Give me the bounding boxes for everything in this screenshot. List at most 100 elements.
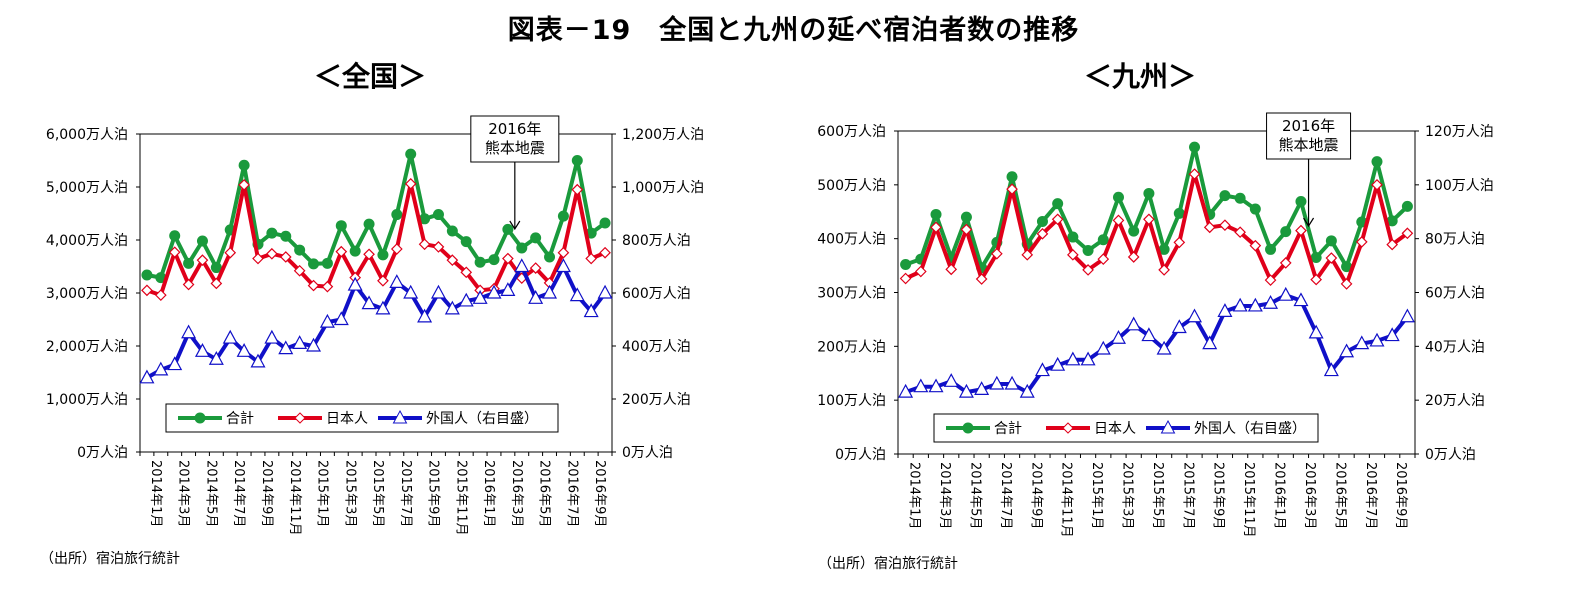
data-point-total bbox=[1234, 192, 1246, 204]
data-point-foreign bbox=[542, 284, 558, 299]
y-left-tick-label: 100万人泊 bbox=[817, 393, 886, 409]
y-left-tick-label: 3,000万人泊 bbox=[46, 286, 128, 302]
data-point-foreign bbox=[458, 292, 474, 307]
y-right-tick-label: 800万人泊 bbox=[622, 233, 691, 249]
data-point-japanese bbox=[238, 179, 250, 191]
data-point-japanese bbox=[1203, 221, 1216, 234]
data-point-foreign bbox=[1080, 351, 1096, 366]
data-point-foreign bbox=[1141, 327, 1157, 342]
data-point-japanese bbox=[1112, 214, 1125, 227]
x-tick-label: 2015年3月 bbox=[342, 460, 357, 527]
legend-label-total: 合計 bbox=[226, 411, 254, 427]
data-point-japanese bbox=[1310, 273, 1323, 286]
data-point-foreign bbox=[264, 329, 280, 344]
data-point-total bbox=[544, 251, 556, 263]
data-point-total bbox=[960, 211, 972, 223]
data-point-foreign bbox=[1050, 356, 1066, 371]
series-foreign bbox=[898, 286, 1415, 398]
data-point-foreign bbox=[403, 284, 419, 299]
x-tick-label: 2016年5月 bbox=[537, 460, 552, 527]
y-left-tick-label: 500万人泊 bbox=[817, 178, 886, 194]
series-line-total bbox=[146, 152, 607, 280]
data-point-total bbox=[1082, 245, 1094, 257]
y-right-tick-label: 0万人泊 bbox=[622, 445, 673, 461]
data-point-japanese bbox=[1097, 253, 1110, 265]
data-point-foreign bbox=[569, 287, 585, 302]
data-point-japanese bbox=[990, 247, 1003, 260]
y-right-tick-label: 40万人泊 bbox=[1425, 339, 1485, 355]
data-point-foreign bbox=[1369, 332, 1385, 347]
data-point-total bbox=[1112, 191, 1124, 203]
y-left-tick-label: 600万人泊 bbox=[817, 124, 886, 140]
y-left-tick-label: 0万人泊 bbox=[77, 445, 128, 461]
data-point-japanese bbox=[1371, 178, 1383, 191]
data-point-foreign bbox=[974, 381, 990, 395]
data-point-foreign bbox=[278, 340, 294, 355]
data-point-japanese bbox=[404, 177, 417, 190]
series-foreign bbox=[139, 258, 613, 384]
annotation-text: 2016年 bbox=[488, 120, 541, 138]
legend: 合計 日本人 外国人（右目盛） bbox=[165, 403, 559, 433]
x-tick-label: 2015年5月 bbox=[1150, 462, 1165, 529]
y-left-tick-label: 0万人泊 bbox=[835, 447, 886, 463]
y-left-tick-label: 4,000万人泊 bbox=[46, 233, 128, 249]
plot-frame bbox=[897, 130, 1416, 455]
legend-label-foreign: 外国人（右目盛） bbox=[426, 411, 538, 427]
data-point-foreign bbox=[1293, 292, 1309, 307]
data-point-japanese bbox=[1264, 274, 1277, 286]
data-point-total bbox=[516, 242, 528, 254]
x-tick-label: 2016年9月 bbox=[1393, 462, 1408, 529]
data-point-foreign bbox=[347, 276, 363, 291]
data-point-japanese bbox=[266, 247, 278, 260]
legend-marker-japanese bbox=[294, 412, 306, 424]
legend-marker-foreign bbox=[1160, 419, 1176, 434]
data-point-foreign bbox=[1126, 316, 1142, 331]
data-point-japanese bbox=[363, 248, 375, 261]
legend-marker-total bbox=[962, 422, 974, 434]
data-point-total bbox=[1401, 200, 1413, 212]
data-point-foreign bbox=[989, 375, 1005, 390]
data-point-japanese bbox=[1051, 213, 1064, 226]
data-point-total bbox=[446, 225, 458, 237]
data-point-japanese bbox=[945, 263, 958, 276]
data-point-japanese bbox=[432, 241, 445, 253]
data-point-japanese bbox=[377, 274, 389, 287]
data-point-japanese bbox=[1219, 219, 1231, 232]
data-point-total bbox=[1128, 225, 1140, 237]
legend-label-japanese: 日本人 bbox=[1094, 421, 1136, 437]
data-point-japanese bbox=[210, 277, 223, 290]
data-point-total bbox=[1341, 261, 1353, 273]
y-left-tick-label: 400万人泊 bbox=[817, 232, 886, 248]
legend-label-foreign: 外国人（右目盛） bbox=[1194, 421, 1306, 437]
data-point-foreign bbox=[181, 324, 197, 339]
data-point-foreign bbox=[1263, 295, 1279, 309]
data-point-total bbox=[1295, 196, 1307, 208]
data-point-japanese bbox=[1127, 251, 1140, 263]
data-point-japanese bbox=[252, 252, 264, 265]
data-point-foreign bbox=[514, 258, 530, 273]
data-point-foreign bbox=[208, 350, 224, 365]
data-point-foreign bbox=[319, 313, 335, 328]
annotation-arrow-head bbox=[1303, 217, 1315, 228]
data-point-total bbox=[405, 148, 417, 160]
data-point-total bbox=[930, 208, 942, 220]
data-point-japanese bbox=[307, 279, 320, 292]
data-point-total bbox=[460, 236, 472, 248]
series-line-foreign bbox=[145, 264, 607, 380]
data-point-japanese bbox=[1355, 236, 1368, 248]
y-right-tick-label: 20万人泊 bbox=[1425, 393, 1485, 409]
y-right-tick-label: 1,000万人泊 bbox=[622, 180, 704, 196]
data-point-foreign bbox=[1232, 297, 1248, 312]
data-point-foreign bbox=[361, 295, 377, 310]
data-point-total bbox=[1265, 243, 1277, 255]
data-point-japanese bbox=[1143, 213, 1155, 226]
data-point-total bbox=[321, 257, 333, 269]
data-point-total bbox=[1371, 156, 1383, 168]
data-point-foreign bbox=[528, 290, 544, 304]
data-point-japanese bbox=[585, 252, 598, 265]
series-line-total bbox=[904, 145, 1409, 270]
data-point-japanese bbox=[960, 223, 973, 236]
series-line-foreign bbox=[904, 293, 1409, 395]
data-point-japanese bbox=[1158, 264, 1170, 276]
